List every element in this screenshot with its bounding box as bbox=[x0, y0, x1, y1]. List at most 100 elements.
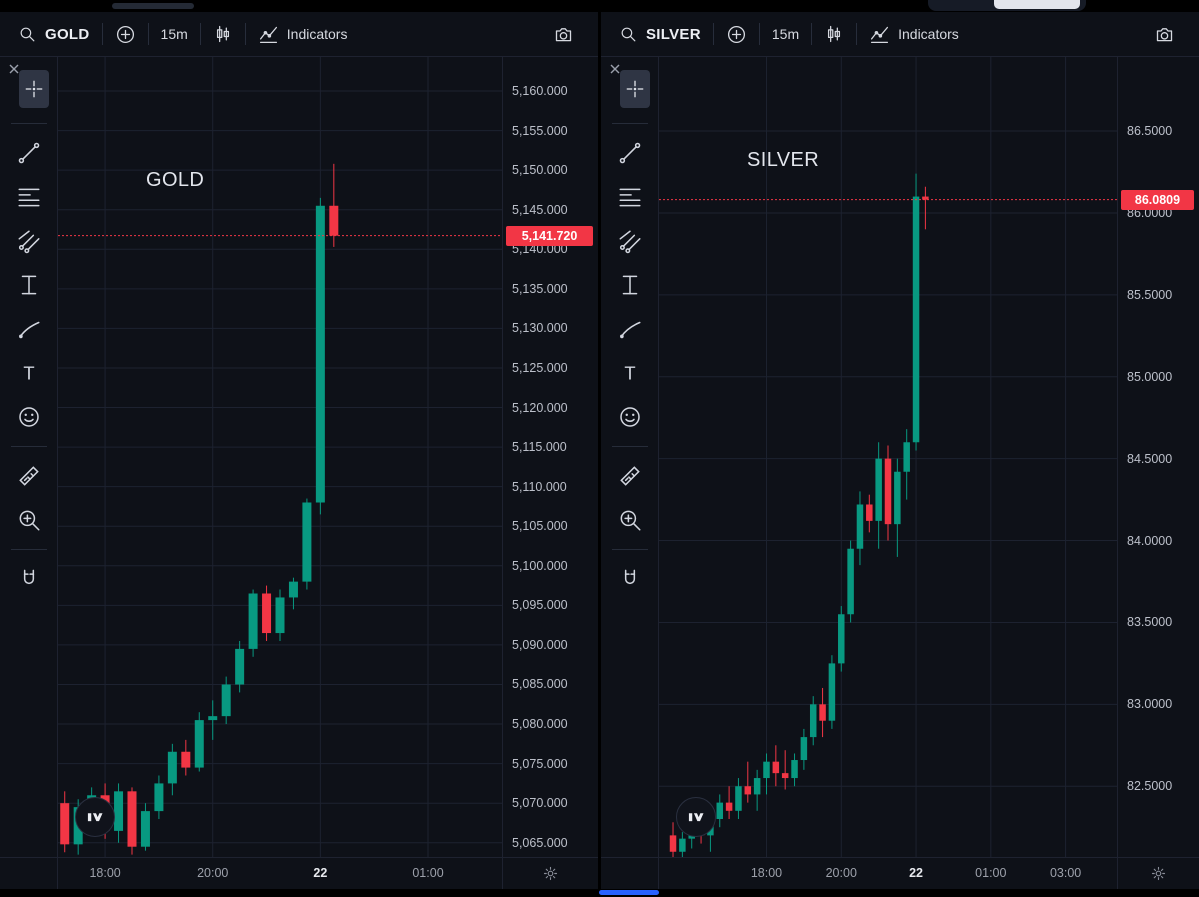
interval-button[interactable]: 15m bbox=[760, 18, 811, 50]
brush-tool[interactable] bbox=[613, 314, 647, 344]
text-tool[interactable]: T bbox=[613, 358, 647, 388]
toolbar-separator bbox=[199, 23, 201, 45]
crosshair-tool-button[interactable] bbox=[18, 70, 49, 108]
toolbar-separator bbox=[758, 23, 760, 45]
trend-line-tool[interactable] bbox=[12, 138, 46, 168]
time-scale[interactable]: 18:00 20:00 22 01:00 bbox=[58, 858, 502, 889]
axis-settings-button[interactable] bbox=[502, 858, 598, 889]
indicators-button[interactable]: Indicators bbox=[246, 18, 360, 50]
chart-area[interactable]: SILVER bbox=[659, 57, 1117, 857]
price-tick-label: 5,070.000 bbox=[512, 796, 568, 811]
chart-style-button[interactable] bbox=[812, 18, 856, 50]
pitchfork-tool[interactable] bbox=[613, 226, 647, 256]
chart-body: T SILVER bbox=[601, 57, 1199, 857]
interval-button[interactable]: 15m bbox=[149, 18, 200, 50]
emoji-tool[interactable] bbox=[12, 402, 46, 432]
indicators-button[interactable]: Indicators bbox=[857, 18, 971, 50]
drawing-toolbar: T bbox=[0, 57, 58, 857]
candle-body bbox=[875, 458, 882, 521]
trend-line-tool[interactable] bbox=[613, 138, 647, 168]
candle-body bbox=[903, 442, 910, 472]
pitchfork-tool[interactable] bbox=[12, 226, 46, 256]
toolbar-divider bbox=[10, 123, 47, 124]
price-tick-label: 5,125.000 bbox=[512, 360, 568, 375]
top-bar-partial-button[interactable] bbox=[928, 0, 1086, 11]
horizontal-lines-icon bbox=[618, 188, 641, 207]
price-tick-label: 5,115.000 bbox=[512, 440, 567, 455]
brush-tool[interactable] bbox=[12, 314, 46, 344]
crosshair-tool-button[interactable] bbox=[619, 70, 650, 108]
time-tick-label: 20:00 bbox=[197, 866, 229, 880]
time-tick-label: 18:00 bbox=[750, 866, 783, 880]
candle-body bbox=[669, 835, 677, 852]
close-icon[interactable] bbox=[609, 63, 621, 75]
horizontal-lines-icon bbox=[17, 188, 40, 207]
price-tick-label: 5,140.000 bbox=[512, 242, 568, 257]
toolbar-separator bbox=[856, 23, 858, 45]
horizontal-lines-tool[interactable] bbox=[12, 182, 46, 212]
panel-divider[interactable] bbox=[598, 12, 601, 889]
zoom-in-tool[interactable] bbox=[613, 505, 647, 535]
ruler-tool[interactable] bbox=[12, 461, 46, 491]
price-tick-label: 5,080.000 bbox=[512, 717, 568, 732]
toolbar-separator bbox=[147, 23, 149, 45]
plus-circle-icon bbox=[116, 25, 134, 43]
price-tick-label: 85.0000 bbox=[1127, 369, 1173, 384]
crosshair-icon bbox=[25, 80, 42, 98]
text-tool[interactable]: T bbox=[12, 358, 46, 388]
chart-area[interactable]: GOLD bbox=[58, 57, 502, 857]
search-icon bbox=[20, 27, 35, 41]
candlestick-chart[interactable] bbox=[58, 57, 502, 857]
price-range-tool[interactable] bbox=[613, 270, 647, 300]
symbol-search-button[interactable]: GOLD bbox=[6, 18, 102, 50]
chart-style-button[interactable] bbox=[201, 18, 245, 50]
compare-add-button[interactable] bbox=[103, 18, 148, 50]
drawing-toolbar: T bbox=[601, 57, 659, 857]
candle-body bbox=[194, 720, 204, 768]
price-tick-label: 5,145.000 bbox=[512, 202, 568, 217]
snapshot-button[interactable] bbox=[1142, 18, 1187, 50]
candle-body bbox=[167, 751, 177, 784]
candle-body bbox=[315, 205, 325, 503]
svg-text:T: T bbox=[23, 363, 34, 384]
zoom-in-tool[interactable] bbox=[12, 505, 46, 535]
chart-toolbar: GOLD 15m Indicators bbox=[0, 12, 598, 57]
tradingview-logo[interactable] bbox=[75, 797, 115, 837]
price-axis[interactable]: 5,160.000 5,155.000 5,150.000 5,145.000 5,14… bbox=[502, 57, 598, 857]
top-bar-text-fragment bbox=[112, 3, 194, 9]
ruler-tool[interactable] bbox=[613, 461, 647, 491]
magnet-tool[interactable] bbox=[613, 564, 647, 594]
toolbar-separator bbox=[712, 23, 714, 45]
camera-icon bbox=[1156, 27, 1173, 41]
crosshair-icon bbox=[626, 80, 643, 98]
candle-body bbox=[140, 811, 150, 847]
magnet-tool[interactable] bbox=[12, 564, 46, 594]
time-scale[interactable]: 18:00 20:00 22 01:00 03:00 bbox=[659, 858, 1117, 889]
time-tick-label: 01:00 bbox=[412, 866, 444, 880]
panel-silver: SILVER 15m Indicators bbox=[601, 12, 1199, 889]
price-tick-label: 83.0000 bbox=[1127, 697, 1173, 712]
emoji-tool[interactable] bbox=[613, 402, 647, 432]
snapshot-button[interactable] bbox=[541, 18, 586, 50]
axis-settings-button[interactable] bbox=[1117, 858, 1199, 889]
close-icon[interactable] bbox=[8, 63, 20, 75]
toolbar-divider bbox=[10, 549, 47, 550]
text-icon: T bbox=[23, 363, 34, 384]
candlestick-chart[interactable] bbox=[659, 57, 1117, 857]
tradingview-logo-mark bbox=[87, 813, 103, 822]
bottom-scrollbar-segment[interactable] bbox=[599, 890, 659, 895]
candle-body bbox=[781, 773, 789, 779]
candle-body bbox=[884, 458, 892, 525]
price-range-tool[interactable] bbox=[12, 270, 46, 300]
symbol-search-button[interactable]: SILVER bbox=[607, 18, 713, 50]
candle-body bbox=[221, 684, 231, 717]
horizontal-lines-tool[interactable] bbox=[613, 182, 647, 212]
price-tick-label: 5,075.000 bbox=[512, 756, 568, 771]
price-tick-label: 82.5000 bbox=[1127, 779, 1173, 794]
price-axis[interactable]: 86.5000 86.0000 85.5000 85.0000 84.5000 84.00… bbox=[1117, 57, 1199, 857]
tradingview-logo[interactable] bbox=[676, 797, 716, 837]
candle-body bbox=[744, 786, 752, 795]
compare-add-button[interactable] bbox=[714, 18, 759, 50]
gear-icon bbox=[543, 866, 558, 881]
